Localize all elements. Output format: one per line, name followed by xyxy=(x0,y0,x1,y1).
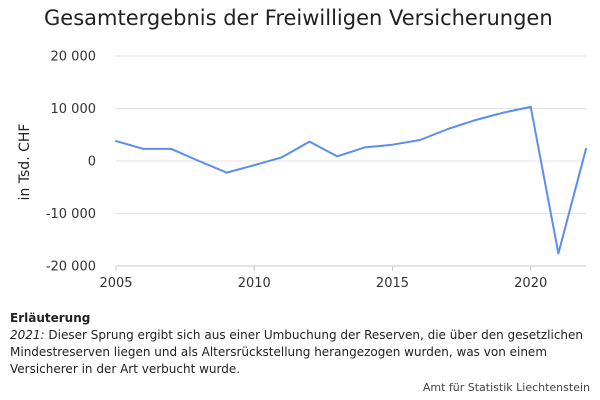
series-layer xyxy=(111,102,591,258)
x-tick-label: 2005 xyxy=(99,276,132,291)
note-year: 2021: xyxy=(10,328,45,342)
chart-title: Gesamtergebnis der Freiwilligen Versiche… xyxy=(44,6,553,30)
x-tick-label: 2010 xyxy=(238,276,271,291)
data-point[interactable] xyxy=(139,144,149,154)
line-chart: 20 000 10 000 0 -10 000 -20 000 2005 2010 2015… xyxy=(17,50,591,291)
data-point[interactable] xyxy=(415,135,425,145)
data-point[interactable] xyxy=(194,156,204,166)
data-point[interactable] xyxy=(526,102,536,112)
data-point[interactable] xyxy=(249,160,259,170)
y-tick-label: -20 000 xyxy=(46,260,96,275)
data-point[interactable] xyxy=(470,115,480,125)
data-point[interactable] xyxy=(277,152,287,162)
series-line-0 xyxy=(115,105,587,255)
data-point[interactable] xyxy=(553,248,563,258)
x-tick-labels: 2005 2010 2015 2020 xyxy=(99,265,586,291)
data-point[interactable] xyxy=(443,124,453,134)
note-text: Dieser Sprung ergibt sich aus einer Umbu… xyxy=(10,328,584,376)
data-point[interactable] xyxy=(581,144,591,154)
data-point[interactable] xyxy=(387,140,397,150)
data-point[interactable] xyxy=(498,108,508,118)
y-tick-label: -10 000 xyxy=(46,207,96,222)
y-tick-label: 10 000 xyxy=(51,102,97,117)
explanation-note: Erläuterung 2021: Dieser Sprung ergibt s… xyxy=(10,310,590,378)
data-point[interactable] xyxy=(111,136,121,146)
y-tick-label: 20 000 xyxy=(51,50,97,65)
data-point[interactable] xyxy=(166,144,176,154)
y-axis-title: in Tsd. CHF xyxy=(17,124,33,201)
y-tick-label: 0 xyxy=(88,155,96,170)
data-point[interactable] xyxy=(222,168,232,178)
data-point[interactable] xyxy=(332,151,342,161)
source-credit: Amt für Statistik Liechtenstein xyxy=(422,381,590,394)
note-heading: Erläuterung xyxy=(10,311,91,325)
y-tick-labels: 20 000 10 000 0 -10 000 -20 000 xyxy=(46,50,96,275)
data-point[interactable] xyxy=(360,142,370,152)
x-tick-label: 2015 xyxy=(376,276,409,291)
x-tick-label: 2020 xyxy=(514,276,547,291)
data-point[interactable] xyxy=(305,137,315,147)
gridlines xyxy=(116,55,586,267)
